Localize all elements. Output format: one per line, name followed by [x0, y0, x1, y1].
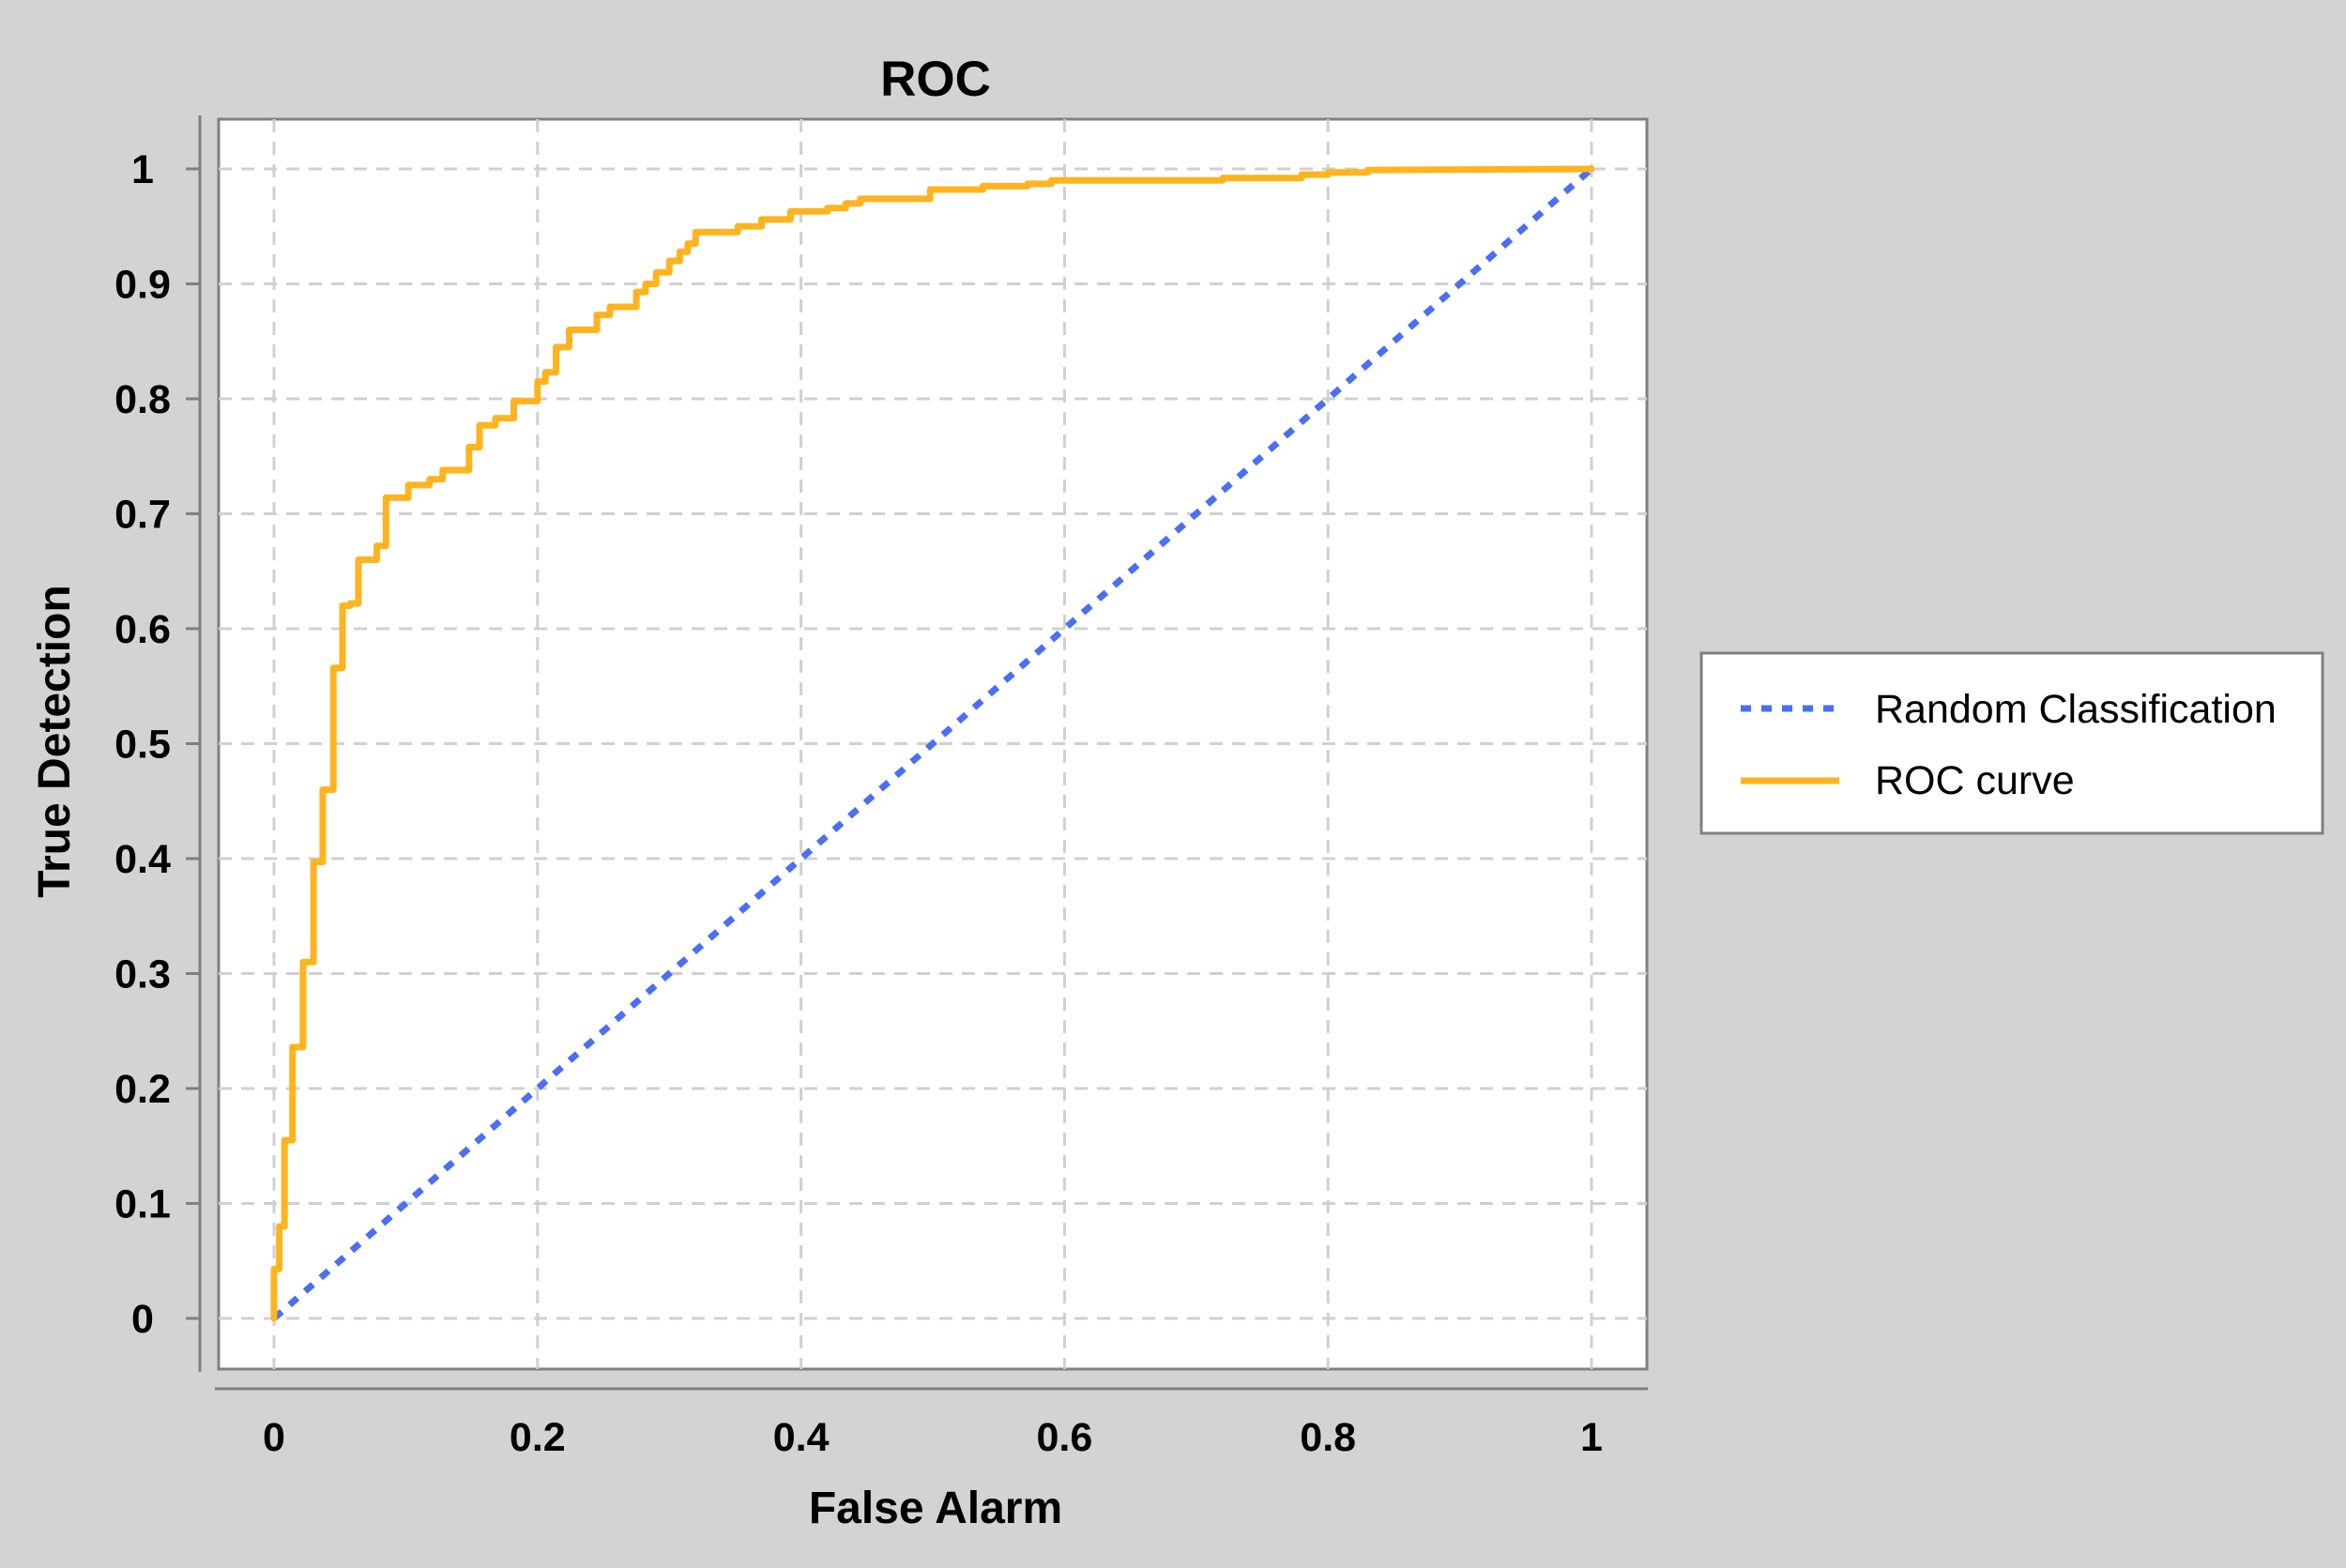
x-axis-title: False Alarm [809, 1484, 1062, 1533]
y-tick-label: 0.4 [114, 837, 171, 882]
y-tick-label: 0.5 [114, 723, 171, 768]
x-tick-label: 0.6 [1037, 1415, 1093, 1460]
x-tick-label: 0 [263, 1415, 285, 1460]
y-tick-label: 1 [131, 147, 154, 192]
y-tick-label: 0.1 [114, 1182, 171, 1227]
x-tick-label: 1 [1580, 1415, 1603, 1460]
x-tick-label: 0.2 [510, 1415, 566, 1460]
y-tick-label: 0.2 [114, 1067, 171, 1112]
y-tick-label: 0.9 [114, 263, 171, 308]
y-tick-label: 0.7 [114, 493, 171, 538]
series-layer [270, 165, 1595, 1322]
y-tick-label: 0.6 [114, 607, 171, 652]
legend: Random Classification ROC curve [1699, 651, 2324, 835]
y-tick-label: 0.8 [114, 377, 171, 422]
legend-label-random: Random Classification [1875, 687, 2277, 732]
x-tick-label: 0.4 [773, 1415, 830, 1460]
random-classification-line [271, 166, 1594, 1321]
y-axis-title: True Detection [30, 585, 80, 897]
x-tick-label: 0.8 [1300, 1415, 1356, 1460]
y-tick-label: 0 [131, 1297, 154, 1342]
axis-layer: 0 0.2 0.4 0.6 0.8 1 0 0.1 0.2 0.3 0.4 0.5 0.6 0.7 0.8 0… [114, 115, 1648, 1460]
legend-box [1699, 651, 2324, 835]
chart-title: ROC [880, 52, 991, 107]
grid-layer [219, 119, 1647, 1369]
y-tick-label: 0.3 [114, 952, 171, 997]
legend-label-roc: ROC curve [1875, 758, 2075, 803]
roc-curve-line [270, 165, 1595, 1322]
